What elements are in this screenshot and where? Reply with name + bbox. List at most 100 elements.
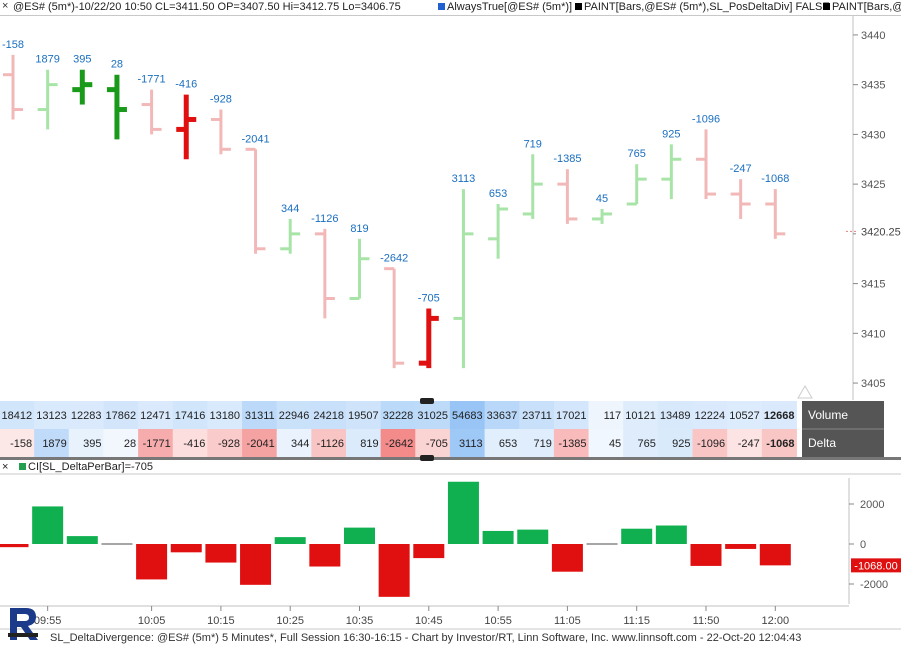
volume-value: 12471: [140, 410, 171, 422]
chart-title-bar: × @ES# (5m*)-10/22/20 10:50 CL=3411.50 O…: [0, 0, 901, 16]
delta-bar-20[interactable]: [690, 544, 722, 566]
delta-bar-16[interactable]: [551, 544, 583, 572]
price-tick-label: 3435: [861, 80, 885, 92]
delta-value: 3113: [459, 438, 483, 450]
delta-value: -2041: [247, 438, 275, 450]
time-tick-label: 09:55: [34, 615, 62, 627]
study-always-true[interactable]: AlwaysTrue[@ES# (5m*)]: [438, 1, 572, 13]
pane-splitter-handle-2[interactable]: [420, 398, 434, 404]
bar-delta-label: 1879: [35, 54, 59, 66]
volume-value: 33637: [487, 410, 518, 422]
linn-logo: [6, 606, 44, 644]
bar-delta-label: 3113: [452, 173, 476, 185]
last-price-box: [856, 224, 901, 239]
delta-bar-14[interactable]: [482, 530, 514, 544]
delta-bar-19[interactable]: [655, 525, 687, 545]
delta-value: -416: [183, 438, 205, 450]
time-tick-label: 11:15: [623, 615, 650, 627]
volume-value: 23711: [522, 410, 552, 422]
delta-row-label: Delta: [808, 436, 836, 450]
delta-bar-11[interactable]: [378, 544, 410, 597]
delta-cell: [415, 429, 451, 457]
delta-bar-0[interactable]: [0, 544, 29, 548]
delta-bar-2[interactable]: [66, 536, 98, 544]
delta-value: -1385: [558, 438, 586, 450]
delta-cell: [172, 429, 208, 457]
hist-tick-label: 2000: [860, 499, 884, 511]
volume-value: 17021: [556, 410, 587, 422]
bar-delta-label: -928: [210, 94, 232, 106]
delta-cell: [727, 429, 763, 457]
volume-value: 10527: [729, 410, 760, 422]
time-tick-label: 10:05: [138, 615, 166, 627]
bar-delta-label: -2642: [380, 253, 408, 265]
delta-bar-4[interactable]: [136, 544, 168, 580]
blue-square-icon: [438, 3, 445, 10]
last-price-label: 3420.25: [861, 226, 901, 238]
pane-splitter-handle[interactable]: [420, 455, 434, 461]
delta-value: 1879: [42, 438, 66, 450]
delta-bar-15[interactable]: [517, 529, 549, 544]
delta-bar-13[interactable]: [447, 481, 479, 544]
delta-bar-10[interactable]: [344, 527, 375, 544]
bar-delta-label: -1126: [311, 213, 338, 225]
study-paint-posdelta[interactable]: PAINT[Bars,@ES# (5m*),SL_PosDeltaDiv] FA…: [575, 1, 830, 13]
time-tick-label: 10:35: [346, 615, 374, 627]
pane-separator: [0, 457, 901, 460]
delta-value: 719: [534, 438, 552, 450]
delta-cell: [276, 429, 312, 457]
time-tick-label: 12:00: [762, 615, 790, 627]
delta-value: -1771: [143, 438, 171, 450]
delta-value: 653: [499, 438, 517, 450]
volume-value: 18412: [2, 410, 33, 422]
volume-value: 19507: [348, 410, 379, 422]
delta-value: -705: [426, 438, 448, 450]
bar-delta-label: 28: [111, 59, 123, 71]
delta-value: 395: [83, 438, 101, 450]
delta-cell: [68, 429, 104, 457]
delta-bar-7[interactable]: [240, 544, 272, 585]
delta-bar-5[interactable]: [170, 544, 202, 553]
close-lower-pane-icon[interactable]: ×: [2, 461, 9, 473]
delta-cell: [657, 429, 693, 457]
volume-row-label: Volume: [808, 408, 848, 422]
delta-bar-12[interactable]: [413, 544, 445, 559]
bar-delta-label: -1068: [761, 173, 789, 185]
delta-bar-22[interactable]: [759, 544, 791, 566]
study-paint-2-label: PAINT[Bars,@: [832, 1, 901, 13]
time-tick-label: 11:50: [693, 615, 720, 627]
delta-cell: [761, 429, 797, 457]
delta-cell: [380, 429, 416, 457]
delta-bar-21[interactable]: [725, 544, 757, 549]
volume-cell: [138, 401, 174, 429]
delta-value: 819: [360, 438, 378, 450]
volume-cell: [276, 401, 312, 429]
volume-cell: [311, 401, 347, 429]
time-tick-label: 10:55: [484, 615, 512, 627]
volume-value: 31025: [417, 410, 448, 422]
close-pane-icon[interactable]: ×: [2, 0, 9, 12]
delta-cell: [103, 429, 139, 457]
bar-delta-label: 344: [281, 203, 299, 215]
volume-cell: [242, 401, 278, 429]
green-square-icon: [19, 463, 26, 470]
delta-value: -928: [218, 438, 240, 450]
study-always-true-label: AlwaysTrue[@ES# (5m*)]: [447, 1, 573, 13]
volume-cell: [0, 401, 35, 429]
delta-bar-18[interactable]: [621, 528, 653, 544]
study-paint-2[interactable]: PAINT[Bars,@: [823, 1, 901, 13]
delta-bar-6[interactable]: [205, 544, 237, 563]
bar-delta-label: 395: [73, 54, 91, 66]
delta-value: -1126: [317, 438, 344, 450]
volume-value: 17416: [175, 410, 206, 422]
delta-bar-9[interactable]: [309, 544, 341, 567]
bar-delta-label: 653: [489, 188, 507, 200]
lower-pane-study[interactable]: CI[SL_DeltaPerBar]=-705: [19, 461, 153, 473]
delta-cell: [484, 429, 520, 457]
price-tick-label: 3425: [861, 179, 885, 191]
delta-bar-8[interactable]: [274, 537, 306, 544]
bar-delta-label: -1096: [692, 113, 720, 125]
volume-cell: [623, 401, 659, 429]
delta-bar-1[interactable]: [32, 506, 64, 544]
